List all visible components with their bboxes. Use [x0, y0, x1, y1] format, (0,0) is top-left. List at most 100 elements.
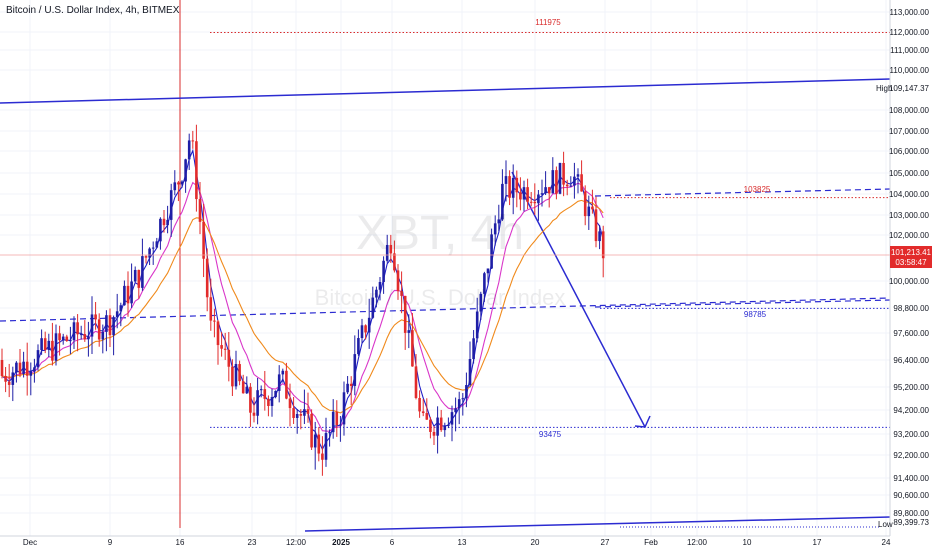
level-label-98785: 98785: [744, 310, 767, 319]
candle-body: [292, 408, 295, 418]
candle-body: [346, 383, 349, 393]
candle-body: [83, 334, 87, 340]
candle: [195, 124, 198, 212]
candle-body: [245, 386, 249, 394]
candle: [65, 334, 69, 342]
candle: [231, 359, 234, 396]
candle: [166, 205, 169, 234]
candle: [598, 225, 601, 250]
candle-body: [411, 330, 414, 367]
candle-body: [144, 256, 148, 258]
candle: [418, 390, 421, 418]
candle: [407, 314, 411, 349]
candle-body: [119, 305, 123, 312]
candle: [105, 310, 108, 352]
candle: [461, 393, 465, 416]
watermark-name: Bitcoin / U.S. Dollar Index: [314, 285, 566, 310]
candle: [403, 295, 407, 350]
price-axis-background: [890, 0, 932, 550]
candle: [342, 381, 346, 436]
candle-body: [227, 349, 231, 367]
candle: [421, 398, 425, 417]
candle-body: [526, 187, 529, 202]
candle: [565, 179, 569, 196]
candle-body: [259, 389, 263, 391]
candle: [256, 377, 259, 425]
candle-body: [324, 433, 328, 460]
candle-body: [418, 398, 421, 412]
candle-body: [205, 258, 209, 298]
candle-body: [468, 358, 472, 386]
candle: [519, 177, 522, 211]
candle: [508, 170, 511, 206]
price-tick-label: 95,200.00: [893, 383, 929, 392]
candle: [144, 255, 148, 264]
last-price-countdown: 03:58:47: [895, 258, 927, 267]
time-tick-label: 20: [531, 538, 540, 547]
candle-body: [65, 336, 69, 341]
candle-body: [515, 177, 519, 193]
candle-body: [72, 322, 76, 341]
candle-body: [504, 176, 508, 184]
time-tick-label: 27: [601, 538, 610, 547]
candle: [353, 335, 357, 396]
candle-body: [385, 244, 389, 261]
candle-body: [306, 409, 310, 414]
candle-body: [141, 256, 144, 288]
candle-body: [511, 177, 515, 198]
price-axis: 113,000.00 112,000.00 111,000.00 110,000.00…: [889, 0, 932, 550]
candle-body: [382, 260, 385, 283]
candle: [465, 372, 468, 408]
candle-body: [533, 201, 537, 204]
upper-channel-line[interactable]: [0, 78, 891, 104]
forecast-arrow-line[interactable]: [511, 171, 646, 428]
candle: [15, 361, 18, 383]
time-tick-label: 12:00: [286, 538, 307, 547]
candle: [443, 422, 447, 437]
candle: [72, 316, 76, 350]
candle: [339, 416, 342, 442]
candle: [486, 268, 490, 283]
candle: [551, 157, 555, 194]
candle: [177, 180, 180, 202]
candle: [335, 400, 339, 437]
candle-body: [497, 219, 501, 224]
candle-body: [475, 311, 479, 339]
candle: [198, 181, 202, 235]
candle: [457, 391, 461, 425]
candle: [425, 398, 429, 420]
candle-body: [130, 281, 133, 304]
price-tick-label: 111,000.00: [890, 46, 929, 55]
candle: [112, 315, 115, 356]
candle: [378, 277, 382, 301]
candle-body: [25, 361, 29, 376]
mid-channel-dashed-line[interactable]: [0, 297, 891, 322]
candle-body: [472, 338, 475, 359]
price-tick-label: 110,000.00: [890, 66, 930, 75]
candle: [439, 409, 443, 432]
candle-body: [565, 184, 569, 187]
candle-body: [151, 247, 155, 249]
candle: [450, 405, 454, 442]
candle: [321, 436, 324, 476]
level-103825-dashed-line[interactable]: [594, 188, 891, 197]
candle-body: [18, 362, 22, 374]
candle-body: [490, 234, 493, 269]
candle-body: [339, 424, 342, 426]
candle: [216, 320, 220, 365]
price-tick-label: 92,200.00: [893, 451, 929, 460]
candle-body: [231, 366, 234, 387]
price-tick-label: 113,000.00: [890, 8, 930, 17]
candle-body: [76, 322, 79, 335]
candle-body: [195, 141, 198, 200]
level-98785-dashed-line[interactable]: [594, 299, 891, 308]
candle: [303, 389, 306, 425]
lower-channel-line[interactable]: [304, 516, 891, 532]
time-axis: Dec 9 16 23 12:00 2025 6 13 20 27 Feb 12:00 10 17 24: [0, 535, 891, 547]
candle: [40, 329, 43, 355]
candle-body: [277, 374, 281, 391]
candle: [51, 322, 54, 366]
candle-body: [0, 360, 4, 376]
candle-body: [353, 354, 357, 386]
